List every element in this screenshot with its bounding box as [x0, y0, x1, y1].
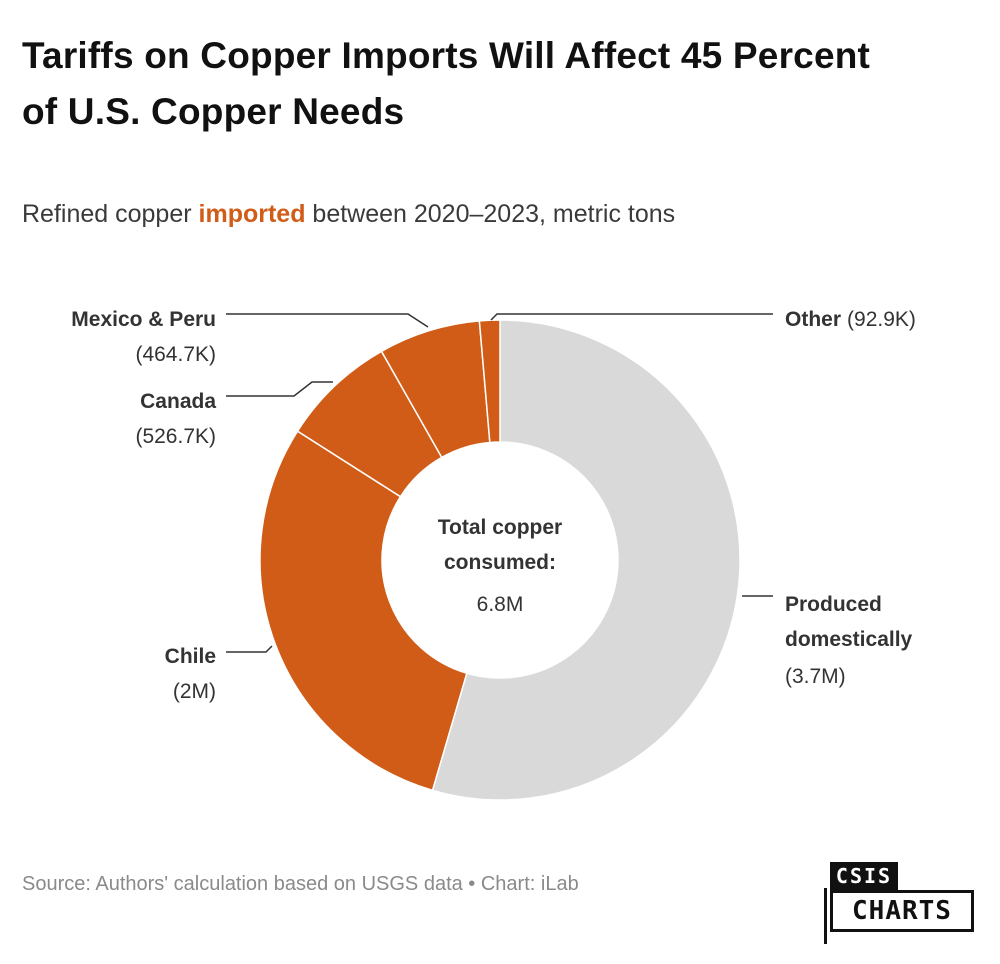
slice-other: [478, 319, 501, 444]
subtitle-text-pre: Refined copper: [22, 200, 199, 228]
label-domestic-name-line1: Produced: [785, 593, 882, 616]
logo-stem: [824, 888, 827, 944]
logo-top-text: CSIS: [830, 862, 898, 890]
subtitle-text-post: between 2020–2023, metric tons: [305, 200, 676, 228]
leader-canada: [226, 381, 333, 397]
leader-lines: [226, 313, 773, 653]
logo-bottom-text: CHARTS: [830, 890, 974, 932]
label-domestic-name-line2: domestically: [785, 628, 913, 651]
label-domestic-value: (3.7M): [785, 665, 846, 688]
label-other-value: (92.9K): [847, 308, 916, 331]
chart-title: Tariffs on Copper Imports Will Affect 45…: [22, 35, 871, 132]
center-value: 6.8M: [477, 593, 524, 616]
label-other: Other (92.9K): [785, 308, 916, 331]
label-chile-name: Chile: [165, 645, 216, 668]
slice-chile: [259, 430, 468, 792]
chart-subtitle: Refined copper imported between 2020–202…: [22, 200, 675, 229]
label-canada-name: Canada: [140, 390, 216, 413]
csis-charts-logo: CSIS CHARTS: [812, 858, 982, 948]
label-other-name: Other: [785, 308, 841, 331]
label-mexico-peru-name: Mexico & Peru: [71, 308, 216, 331]
donut-slices: [259, 319, 741, 801]
leader-mexico-peru: [226, 313, 429, 328]
leader-chile: [226, 645, 273, 653]
subtitle-highlight: imported: [198, 200, 306, 228]
label-mexico-peru-value: (464.7K): [135, 343, 216, 366]
center-label-line2: consumed:: [444, 551, 556, 574]
source-note: Source: Authors' calculation based on US…: [22, 873, 579, 895]
label-chile-value: (2M): [173, 680, 216, 703]
center-label-line1: Total copper: [438, 516, 562, 539]
slice-produced-domestically: [431, 319, 741, 801]
leader-other: [490, 313, 773, 321]
label-canada-value: (526.7K): [135, 425, 216, 448]
